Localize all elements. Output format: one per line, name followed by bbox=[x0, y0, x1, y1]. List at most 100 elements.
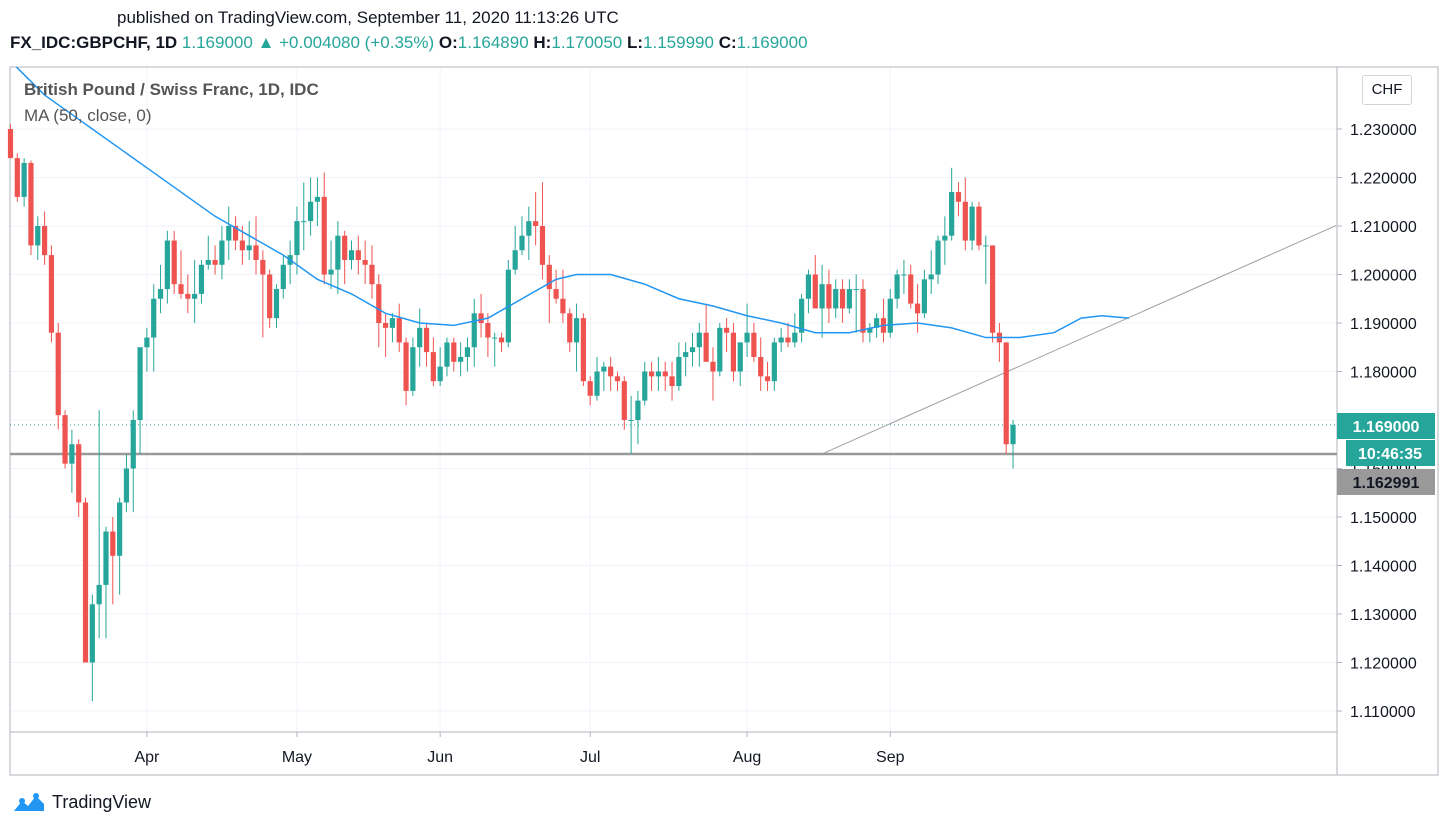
candle-up bbox=[512, 226, 518, 275]
candle-up bbox=[389, 313, 396, 343]
candle-body bbox=[860, 289, 866, 333]
candle-up bbox=[205, 235, 211, 270]
candle-body bbox=[478, 313, 484, 323]
candle-body bbox=[76, 444, 82, 503]
candle-body bbox=[696, 332, 702, 348]
y-tick-label: 1.210000 bbox=[1350, 219, 1417, 236]
candle-down bbox=[62, 410, 68, 469]
footer-logo[interactable]: TradingView bbox=[10, 791, 151, 813]
candle-body bbox=[587, 381, 593, 396]
candle-body bbox=[369, 264, 375, 285]
trendline[interactable] bbox=[821, 225, 1337, 455]
candle-down bbox=[383, 313, 389, 357]
candle-up bbox=[887, 289, 893, 338]
candle-down bbox=[751, 323, 757, 362]
candle-down bbox=[55, 323, 61, 430]
candle-body bbox=[539, 226, 546, 265]
candle-body bbox=[751, 332, 757, 357]
candle-down bbox=[110, 517, 116, 605]
x-tick-label: Apr bbox=[134, 749, 160, 766]
candle-body bbox=[294, 221, 300, 256]
candle-down bbox=[785, 323, 791, 348]
candle-body bbox=[62, 415, 68, 464]
ma-legend[interactable]: MA (50, close, 0) bbox=[24, 106, 152, 125]
candle-up bbox=[96, 410, 102, 639]
candle-up bbox=[642, 361, 648, 406]
candle-body bbox=[812, 274, 818, 309]
candle-down bbox=[860, 279, 866, 343]
candle-up bbox=[696, 323, 702, 367]
tradingview-cloud-icon bbox=[14, 793, 44, 811]
footer-brand: TradingView bbox=[52, 791, 152, 812]
y-tick-label: 1.190000 bbox=[1350, 316, 1417, 333]
up-arrow-icon: ▲ bbox=[257, 33, 275, 52]
candle-body bbox=[48, 255, 55, 333]
horizontal-line[interactable] bbox=[10, 424, 1337, 456]
candle-up bbox=[89, 594, 95, 702]
candle-body bbox=[580, 318, 586, 382]
candle-body bbox=[683, 352, 689, 357]
candle-up bbox=[573, 303, 580, 372]
candle-body bbox=[444, 342, 450, 367]
hline-price-tag: 1.162991 bbox=[1353, 475, 1420, 492]
candle-body bbox=[192, 293, 198, 299]
candle-down bbox=[376, 274, 382, 348]
candle-down bbox=[826, 269, 832, 323]
candle-body bbox=[519, 235, 525, 251]
grid bbox=[10, 67, 1337, 732]
candle-body bbox=[89, 604, 95, 663]
candle-body bbox=[178, 284, 184, 294]
candle-down bbox=[253, 216, 259, 275]
candle-body bbox=[82, 502, 89, 663]
candle-up bbox=[744, 303, 750, 357]
candle-body bbox=[689, 347, 696, 353]
candle-body bbox=[546, 264, 552, 290]
candle-down bbox=[962, 177, 968, 251]
candle-body bbox=[205, 259, 211, 265]
candle-body bbox=[464, 347, 471, 357]
candle-body bbox=[383, 323, 389, 328]
candle-body bbox=[226, 226, 232, 241]
candle-up bbox=[846, 279, 852, 314]
candle-up bbox=[246, 221, 252, 260]
close-label: C: bbox=[718, 33, 737, 52]
candle-body bbox=[614, 376, 621, 382]
candle-up bbox=[969, 201, 975, 251]
candle-up bbox=[737, 342, 743, 387]
candle-body bbox=[232, 226, 239, 241]
candle-body bbox=[103, 531, 109, 585]
candle-down bbox=[614, 371, 621, 391]
open-label: O: bbox=[438, 33, 458, 52]
time-axis[interactable]: Apr May Jun Jul Aug Sep bbox=[134, 732, 905, 766]
candle-down bbox=[812, 255, 818, 309]
candle-up bbox=[219, 226, 225, 280]
currency-badge[interactable]: CHF bbox=[1362, 75, 1412, 105]
candle-body bbox=[826, 284, 832, 309]
candle-body bbox=[676, 356, 682, 387]
candle-up bbox=[833, 279, 839, 319]
candle-body bbox=[662, 371, 668, 377]
candle-up bbox=[287, 240, 293, 285]
candle-up bbox=[928, 250, 934, 294]
candle-down bbox=[232, 216, 239, 251]
candle-down bbox=[996, 323, 1002, 362]
candle-up bbox=[458, 342, 464, 377]
candle-body bbox=[164, 240, 170, 290]
candle-body bbox=[955, 192, 962, 202]
candle-body bbox=[621, 381, 627, 420]
candle-down bbox=[710, 347, 716, 401]
candle-down bbox=[342, 230, 348, 285]
candle-up bbox=[717, 323, 723, 377]
x-tick-label: Jun bbox=[427, 749, 453, 766]
candle-up bbox=[335, 221, 341, 294]
candle-up bbox=[983, 235, 989, 285]
y-tick-label: 1.120000 bbox=[1350, 656, 1417, 673]
symbol-label: FX_IDC:GBPCHF, 1D bbox=[10, 33, 178, 52]
candle-down bbox=[724, 318, 730, 353]
candle-up bbox=[655, 356, 661, 391]
candle-up bbox=[103, 526, 109, 639]
candle-body bbox=[839, 289, 846, 309]
candle-body bbox=[894, 274, 900, 299]
candle-body bbox=[321, 196, 327, 275]
